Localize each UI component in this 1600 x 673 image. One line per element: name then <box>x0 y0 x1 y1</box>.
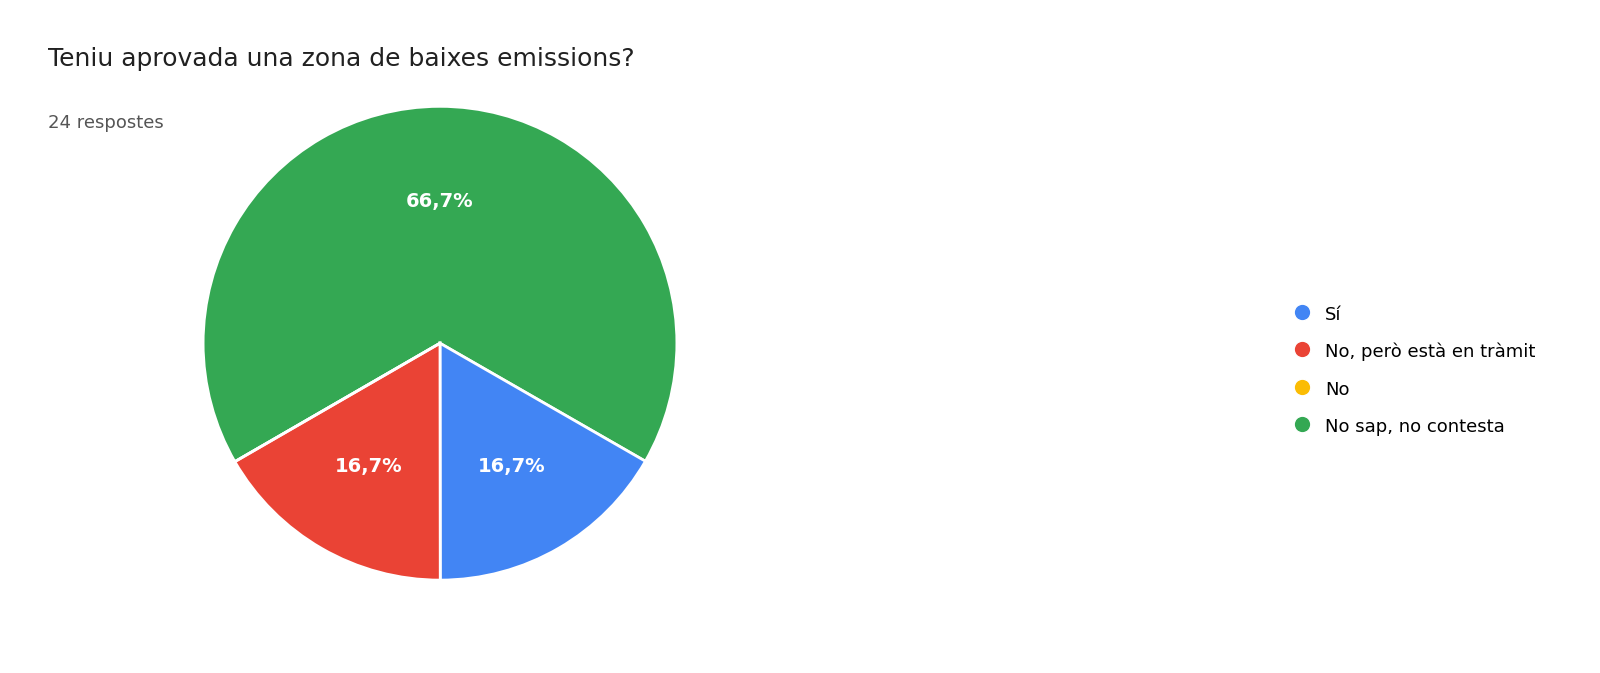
Wedge shape <box>203 106 677 462</box>
Wedge shape <box>235 343 440 580</box>
Text: 16,7%: 16,7% <box>334 457 403 476</box>
Text: 24 respostes: 24 respostes <box>48 114 163 133</box>
Wedge shape <box>440 343 645 580</box>
Legend: Sí, No, però està en tràmit, No, No sap, no contesta: Sí, No, però està en tràmit, No, No sap,… <box>1286 297 1542 443</box>
Wedge shape <box>235 343 440 462</box>
Text: 16,7%: 16,7% <box>477 457 546 476</box>
Text: Teniu aprovada una zona de baixes emissions?: Teniu aprovada una zona de baixes emissi… <box>48 47 635 71</box>
Text: 66,7%: 66,7% <box>406 192 474 211</box>
